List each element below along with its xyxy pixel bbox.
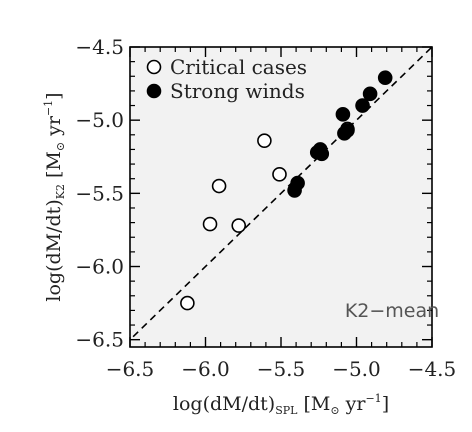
critical-case-point xyxy=(231,218,247,233)
strong-winds-point xyxy=(362,86,378,102)
x-tick-label: −4.5 xyxy=(408,357,457,381)
x-tick-label: −6.0 xyxy=(181,357,230,381)
x-axis-title-sun-symbol: ⊙ xyxy=(330,404,339,417)
legend-marker-strong-winds xyxy=(146,83,162,99)
strong-winds-point xyxy=(290,175,305,191)
x-tick-label: −5.5 xyxy=(257,357,306,381)
plot-area-background xyxy=(130,47,432,347)
strong-winds-point xyxy=(335,107,351,122)
y-tick-labels: −6.5 −6.0 −5.5 −5.0 −4.5 xyxy=(75,35,124,352)
y-tick-label: −4.5 xyxy=(75,35,124,59)
y-tick-label: −6.0 xyxy=(75,255,124,279)
critical-case-point xyxy=(272,167,287,182)
one-to-one-reference-line xyxy=(130,47,432,341)
critical-case-point xyxy=(211,178,227,194)
critical-case-point xyxy=(202,216,218,232)
x-axis-title-main: log(dM/dt) xyxy=(173,393,275,415)
x-axis-title-exponent: −1 xyxy=(365,392,381,405)
strong-winds-point xyxy=(314,146,330,162)
y-axis-title-unit-close: ] xyxy=(43,92,65,99)
strong-winds-point xyxy=(355,98,370,113)
strong-winds-point xyxy=(377,70,393,86)
legend-label-critical-cases: Critical cases xyxy=(170,55,307,79)
x-tick-labels: −6.5 −6.0 −5.5 −5.0 −4.5 xyxy=(106,357,457,381)
y-axis-title-unit-mid: yr xyxy=(43,115,65,142)
x-tick-label: −6.5 xyxy=(106,357,155,381)
y-axis-title-main: log(dM/dt) xyxy=(43,199,65,301)
strong-winds-point xyxy=(340,123,355,138)
y-axis-title-sun-symbol: ⊙ xyxy=(54,142,67,151)
y-axis-title-unit-open: [M xyxy=(43,151,65,184)
x-axis-title-unit-close: ] xyxy=(382,393,389,415)
plot-frame xyxy=(129,46,433,348)
x-tick-label: −5.0 xyxy=(332,357,381,381)
legend-marker-critical-cases xyxy=(146,59,162,75)
y-tick-label: −5.5 xyxy=(75,181,124,205)
x-axis-title-unit-open: [M xyxy=(297,393,330,415)
annotation-k2-mean: K2−mean xyxy=(345,300,439,322)
x-axis-title: log(dM/dt)SPL [M⊙ yr−1] xyxy=(173,392,389,417)
legend: Critical cases Strong winds xyxy=(146,55,307,103)
data-points xyxy=(180,70,393,311)
y-axis-title-subscript: K2 xyxy=(54,184,67,199)
critical-case-point xyxy=(180,295,195,311)
y-tick-label: −5.0 xyxy=(75,108,124,132)
x-axis-title-subscript: SPL xyxy=(275,404,298,417)
critical-case-point xyxy=(257,133,272,148)
x-axis-title-unit-mid: yr xyxy=(340,393,367,415)
y-tick-label: −6.5 xyxy=(75,328,124,352)
y-axis-title: log(dM/dt)K2 [M⊙ yr−1] xyxy=(42,92,67,301)
y-axis-title-exponent: −1 xyxy=(42,100,55,116)
legend-label-strong-winds: Strong winds xyxy=(170,79,305,103)
